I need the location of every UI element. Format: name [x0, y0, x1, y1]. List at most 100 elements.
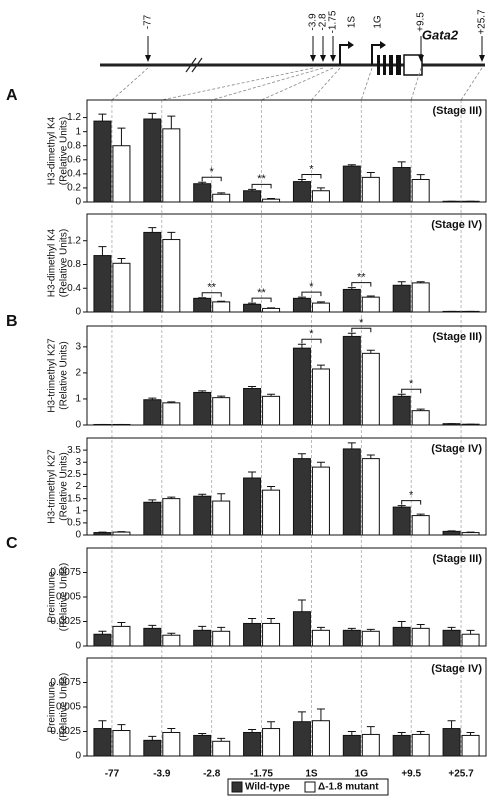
bar [112, 145, 131, 203]
site-label: 1S [347, 16, 358, 29]
y-axis-label: (Relative Units) [59, 341, 70, 409]
significance-bracket [251, 297, 272, 303]
significance-bracket [251, 183, 272, 189]
site-label: +25.7 [477, 9, 488, 35]
bar [212, 397, 231, 426]
bar [342, 734, 361, 757]
bar [311, 368, 330, 426]
bar [411, 178, 430, 203]
error-bar [217, 626, 226, 632]
bar [292, 611, 311, 647]
bar [93, 633, 112, 647]
legend-label: Δ-1.8 mutant [318, 782, 379, 793]
error-bar [416, 623, 425, 629]
error-bar [397, 281, 406, 286]
x-tick-label: +9.5 [401, 769, 421, 780]
error-bar [198, 390, 207, 393]
error-bar [167, 231, 176, 240]
error-bar [217, 493, 226, 502]
y-tick-label: 0 [75, 197, 81, 208]
error-bar [416, 731, 425, 735]
error-bar [117, 127, 126, 146]
site-label: 1G [373, 15, 384, 29]
guide-line [111, 67, 149, 101]
y-tick-label: 3 [75, 457, 81, 468]
bar [361, 458, 380, 536]
error-bar [397, 731, 406, 736]
bar [193, 495, 212, 536]
guide-line [311, 67, 341, 101]
bar [442, 530, 461, 536]
y-tick-label: 0.8 [67, 140, 81, 151]
error-bar [366, 726, 375, 735]
bar [162, 634, 181, 647]
bar [461, 633, 480, 647]
bar [162, 498, 181, 536]
legend-swatch [231, 781, 243, 793]
error-bar [366, 295, 375, 298]
y-tick-label: 3 [75, 341, 81, 352]
y-tick-label: 0 [75, 751, 81, 762]
exon [377, 55, 380, 75]
error-bar [148, 735, 157, 741]
error-bar [366, 628, 375, 632]
bar [212, 193, 231, 203]
panel-label: A [6, 87, 18, 104]
guide-line [161, 67, 314, 101]
y-axis-label: (Relative Units) [59, 229, 70, 297]
bar [292, 347, 311, 426]
bar [262, 198, 281, 203]
site-arrowhead [330, 55, 336, 62]
error-bar [248, 188, 257, 191]
bar [93, 532, 112, 536]
error-bar [267, 393, 276, 397]
bar [292, 458, 311, 536]
site-label: -1.75 [328, 10, 339, 33]
x-tick-label: -2.8 [203, 769, 221, 780]
error-bar [148, 112, 157, 119]
bar [342, 629, 361, 647]
bar [212, 301, 231, 313]
bar [143, 231, 162, 313]
exon [383, 55, 386, 75]
significance-bracket [301, 173, 322, 179]
bar [212, 740, 231, 757]
error-bar [167, 401, 176, 403]
y-axis-label: H3-dimethyl K4 [47, 228, 58, 297]
error-bar [148, 397, 157, 400]
error-bar [316, 187, 325, 191]
bar [311, 190, 330, 203]
guide-line [460, 67, 483, 101]
bar [311, 629, 330, 647]
error-bar [267, 721, 276, 729]
y-tick-label: 0.0025 [50, 616, 81, 627]
y-tick-label: 0.0075 [50, 567, 81, 578]
y-axis-label: H3-dimethyl K4 [47, 116, 58, 185]
bar [292, 721, 311, 757]
significance-label: * [359, 317, 364, 329]
error-bar [397, 393, 406, 397]
y-tick-label: 0.005 [56, 592, 81, 603]
error-bar [117, 258, 126, 264]
error-bar [148, 499, 157, 503]
bar [392, 506, 411, 536]
error-bar [217, 192, 226, 195]
site-arrowhead [479, 55, 485, 62]
bar [193, 629, 212, 647]
error-bar [198, 732, 207, 736]
y-tick-label: 0.8 [67, 259, 81, 270]
y-tick-label: 0.4 [67, 169, 81, 180]
error-bar [447, 626, 456, 631]
bar [292, 181, 311, 203]
stage-label: (Stage IV) [431, 219, 482, 231]
y-axis-label: H3-trimethyl K27 [47, 338, 58, 413]
y-tick-label: 1 [75, 394, 81, 405]
bar [361, 630, 380, 647]
bar [392, 167, 411, 203]
panel-label: B [6, 313, 18, 330]
error-bar [297, 343, 306, 349]
significance-label: * [309, 163, 314, 175]
bar [262, 395, 281, 426]
error-bar [217, 300, 226, 302]
